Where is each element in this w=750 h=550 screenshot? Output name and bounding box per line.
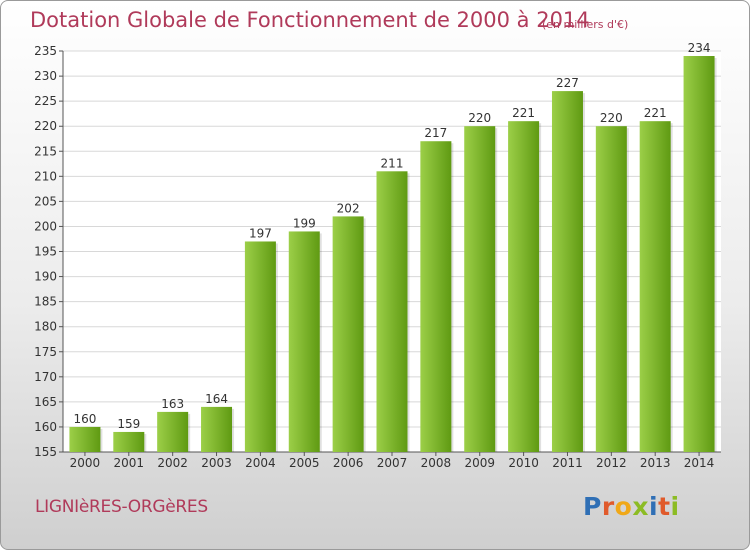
bar-value-label: 202	[337, 201, 360, 215]
bar	[244, 241, 276, 452]
bar	[551, 91, 583, 452]
x-tick-label: 2013	[640, 456, 671, 470]
brand-letter: t	[658, 492, 671, 521]
x-tick-label: 2003	[201, 456, 232, 470]
chart-subtitle: (en milliers d'€)	[542, 18, 629, 31]
commune-name: LIGNIèRES-ORGèRES	[35, 497, 208, 517]
x-tick-label: 2004	[245, 456, 276, 470]
x-tick-label: 2008	[421, 456, 452, 470]
bar	[113, 431, 145, 452]
bar	[420, 141, 452, 452]
y-tick-label: 220	[34, 119, 57, 133]
bar	[201, 406, 233, 452]
bar-value-label: 221	[644, 106, 667, 120]
brand-letter: i	[649, 492, 659, 521]
bar	[332, 216, 364, 452]
bar-value-label: 197	[249, 226, 272, 240]
x-tick-label: 2006	[333, 456, 364, 470]
y-tick-label: 210	[34, 169, 57, 183]
y-tick-label: 225	[34, 94, 57, 108]
bar-value-label: 163	[161, 397, 184, 411]
x-tick-label: 2012	[596, 456, 627, 470]
chart-title: Dotation Globale de Fonctionnement de 20…	[30, 8, 590, 32]
bar-value-label: 199	[293, 216, 316, 230]
bar-value-label: 211	[381, 156, 404, 170]
y-tick-label: 175	[34, 345, 57, 359]
bar	[376, 171, 408, 453]
y-tick-label: 160	[34, 420, 57, 434]
bar	[464, 126, 496, 452]
bar	[683, 56, 715, 452]
y-tick-label: 180	[34, 320, 57, 334]
bar	[288, 231, 320, 452]
x-tick-label: 2001	[114, 456, 145, 470]
y-tick-label: 190	[34, 270, 57, 284]
bar-value-label: 234	[688, 41, 711, 55]
bar-value-label: 221	[512, 106, 535, 120]
y-tick-label: 215	[34, 144, 57, 158]
bar-value-label: 227	[556, 76, 579, 90]
x-tick-label: 2002	[157, 456, 188, 470]
bar	[595, 126, 627, 452]
x-tick-label: 2009	[464, 456, 495, 470]
x-tick-label: 2010	[508, 456, 539, 470]
bar	[69, 426, 101, 452]
y-tick-label: 195	[34, 245, 57, 259]
bar-value-label: 220	[600, 111, 623, 125]
x-tick-label: 2000	[70, 456, 101, 470]
bar-value-label: 220	[468, 111, 491, 125]
bar	[508, 121, 540, 453]
x-tick-label: 2014	[684, 456, 715, 470]
bar	[639, 121, 671, 453]
y-tick-label: 235	[34, 44, 57, 58]
brand-letter: i	[670, 492, 680, 521]
bar-value-label: 159	[117, 417, 140, 431]
y-tick-label: 205	[34, 194, 57, 208]
y-tick-label: 165	[34, 395, 57, 409]
brand-letter: o	[614, 492, 633, 521]
brand-letter: P	[583, 492, 602, 521]
y-tick-label: 230	[34, 69, 57, 83]
bar	[157, 411, 189, 452]
x-tick-label: 2007	[377, 456, 408, 470]
y-tick-label: 185	[34, 295, 57, 309]
y-tick-label: 170	[34, 370, 57, 384]
brand-letter: r	[601, 492, 615, 521]
x-tick-label: 2011	[552, 456, 583, 470]
bar-value-label: 217	[424, 126, 447, 140]
x-tick-label: 2005	[289, 456, 320, 470]
proxiti-logo[interactable]: Proxiti	[583, 492, 680, 521]
brand-letter: x	[632, 492, 649, 521]
bar-value-label: 164	[205, 392, 228, 406]
bar-value-label: 160	[73, 412, 96, 426]
y-tick-label: 200	[34, 219, 57, 233]
y-tick-label: 155	[34, 445, 57, 459]
